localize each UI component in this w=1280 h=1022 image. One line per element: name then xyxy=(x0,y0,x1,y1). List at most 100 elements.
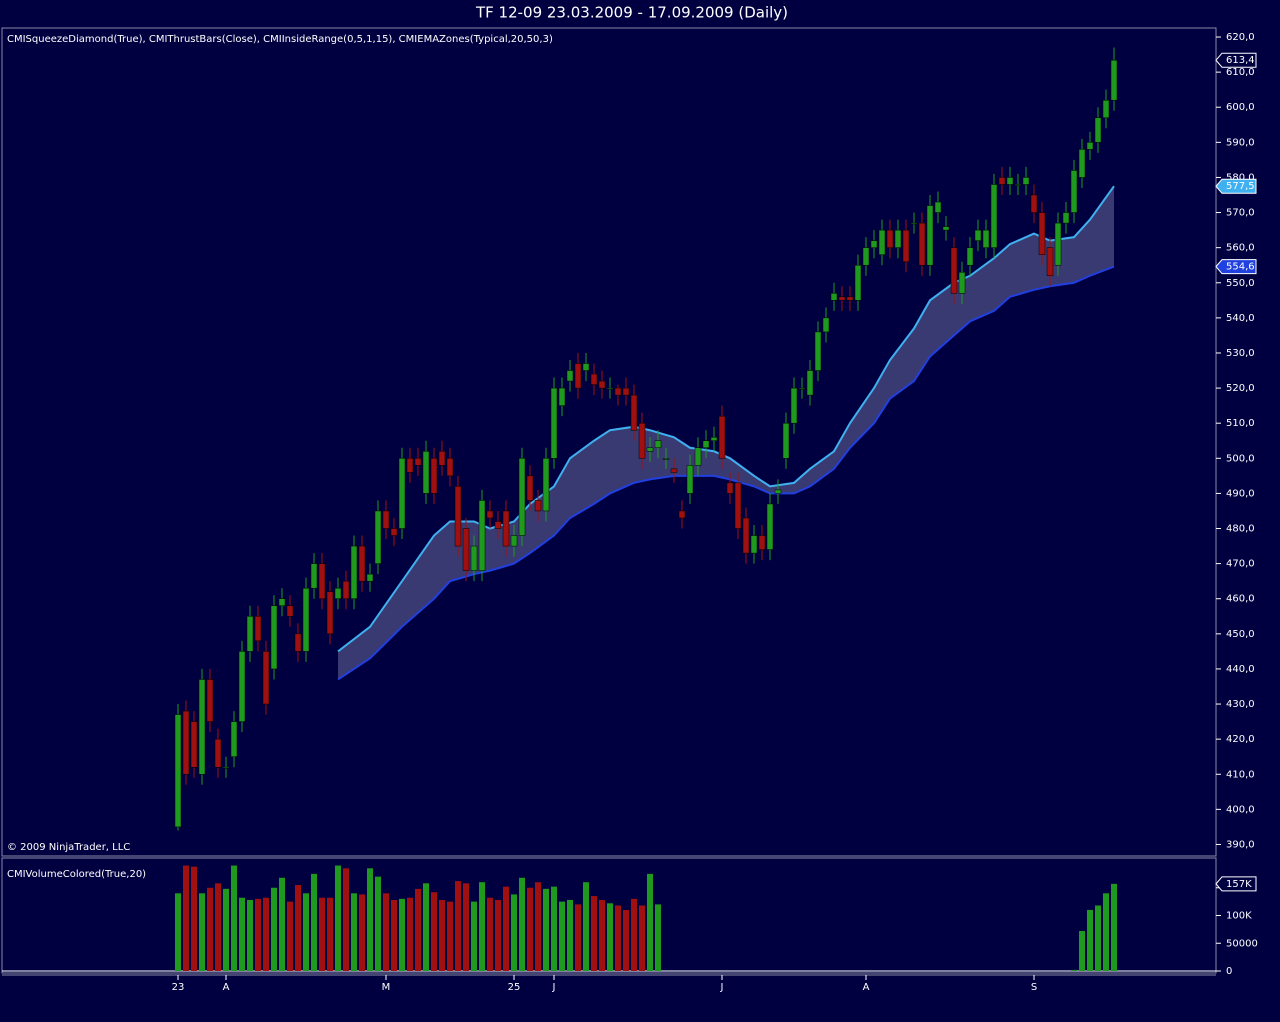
candle-body xyxy=(582,363,590,371)
volume-bar xyxy=(175,893,181,971)
copyright: © 2009 NinjaTrader, LLC xyxy=(7,842,130,853)
candle-body xyxy=(326,591,334,635)
volume-bar xyxy=(503,886,509,971)
y-tick-label: 560,0 xyxy=(1226,243,1255,254)
ema-line xyxy=(337,185,1115,653)
candle-body xyxy=(662,458,670,460)
volume-bar xyxy=(351,893,357,971)
volume-bar xyxy=(327,897,333,971)
candle-body xyxy=(414,458,422,466)
volume-bar xyxy=(615,905,621,971)
candle-body xyxy=(462,528,470,571)
volume-bar xyxy=(255,898,261,971)
volume-bar xyxy=(375,876,381,971)
price-panel xyxy=(1,27,1217,857)
candle-body xyxy=(286,605,294,617)
x-tick-label: A xyxy=(863,982,870,993)
candle-body xyxy=(558,387,566,406)
candle-body xyxy=(814,331,822,371)
volume-bar xyxy=(1079,931,1085,971)
y-tick-label: 600,0 xyxy=(1226,102,1255,113)
candle-body xyxy=(918,222,926,266)
candle-body xyxy=(862,247,870,266)
x-tick-label: 23 xyxy=(172,982,185,993)
candle-body xyxy=(774,489,782,494)
volume-bar xyxy=(415,888,421,971)
volume-bar xyxy=(383,893,389,971)
candle-body xyxy=(262,651,270,705)
candle-body xyxy=(878,229,886,255)
volume-bar xyxy=(199,893,205,971)
candle-body xyxy=(518,458,526,536)
candle-body xyxy=(438,451,446,466)
y-tick-label: 510,0 xyxy=(1226,418,1255,429)
candle-body xyxy=(638,422,646,459)
candle-body xyxy=(646,447,654,452)
price-flag-label: 613,4 xyxy=(1226,55,1255,66)
volume-bar xyxy=(455,881,461,971)
candle-body xyxy=(390,528,398,536)
volume-bar xyxy=(551,886,557,971)
volume-bar xyxy=(207,887,213,971)
candle-body xyxy=(566,370,574,382)
price-flag-label: 554,6 xyxy=(1226,262,1255,273)
candle-body xyxy=(654,440,662,449)
candle-body xyxy=(534,500,542,512)
candle-body xyxy=(1014,184,1022,186)
candle-body xyxy=(494,521,502,529)
volume-bar xyxy=(423,883,429,971)
volume-tick-label: 0 xyxy=(1226,966,1232,977)
candle-body xyxy=(422,451,430,494)
volume-bar xyxy=(407,897,413,971)
y-tick-label: 420,0 xyxy=(1226,734,1255,745)
candle-body xyxy=(718,415,726,459)
candle-body xyxy=(1030,194,1038,213)
volume-bar xyxy=(223,888,229,971)
candle-body xyxy=(454,486,462,547)
volume-bar xyxy=(319,897,325,971)
candle-body xyxy=(598,380,606,389)
candle-body xyxy=(726,482,734,494)
candle-body xyxy=(486,510,494,519)
candle-body xyxy=(910,222,918,225)
candle-body xyxy=(1006,177,1014,185)
candle-body xyxy=(550,387,558,459)
candle-body xyxy=(998,177,1006,185)
candle-body xyxy=(1094,117,1102,143)
candle-body xyxy=(822,317,830,333)
candle-body xyxy=(230,721,238,757)
candle-body xyxy=(1022,177,1030,185)
candle-body xyxy=(222,766,230,769)
volume-bar xyxy=(239,897,245,971)
volume-bar xyxy=(511,894,517,971)
candle-body xyxy=(1062,212,1070,224)
candle-body xyxy=(1086,142,1094,150)
x-tick-label: J xyxy=(552,982,556,993)
x-tick-label: A xyxy=(223,982,230,993)
candle-body xyxy=(366,573,374,582)
candle-body xyxy=(294,633,302,652)
volume-title: CMIVolumeColored(True,20) xyxy=(7,869,146,880)
volume-flag xyxy=(1215,876,1257,892)
y-tick-label: 580,0 xyxy=(1226,172,1255,183)
volume-bar xyxy=(463,883,469,971)
candle-body xyxy=(830,293,838,301)
candle-body xyxy=(790,387,798,424)
x-tick-label: S xyxy=(1031,982,1037,993)
volume-bar xyxy=(263,897,269,971)
volume-bar xyxy=(487,897,493,971)
candle-body xyxy=(838,296,846,301)
candle-body xyxy=(734,482,742,529)
volume-bar xyxy=(631,898,637,971)
volume-bar xyxy=(391,899,397,971)
volume-bar xyxy=(527,887,533,971)
price-flag xyxy=(1215,259,1257,275)
candle-body xyxy=(926,205,934,266)
volume-bar xyxy=(647,873,653,971)
candle-body xyxy=(702,440,710,449)
candle-body xyxy=(246,616,254,652)
candle-body xyxy=(206,679,214,722)
candle-body xyxy=(358,545,366,582)
candle-body xyxy=(238,651,246,722)
volume-bar xyxy=(183,865,189,971)
